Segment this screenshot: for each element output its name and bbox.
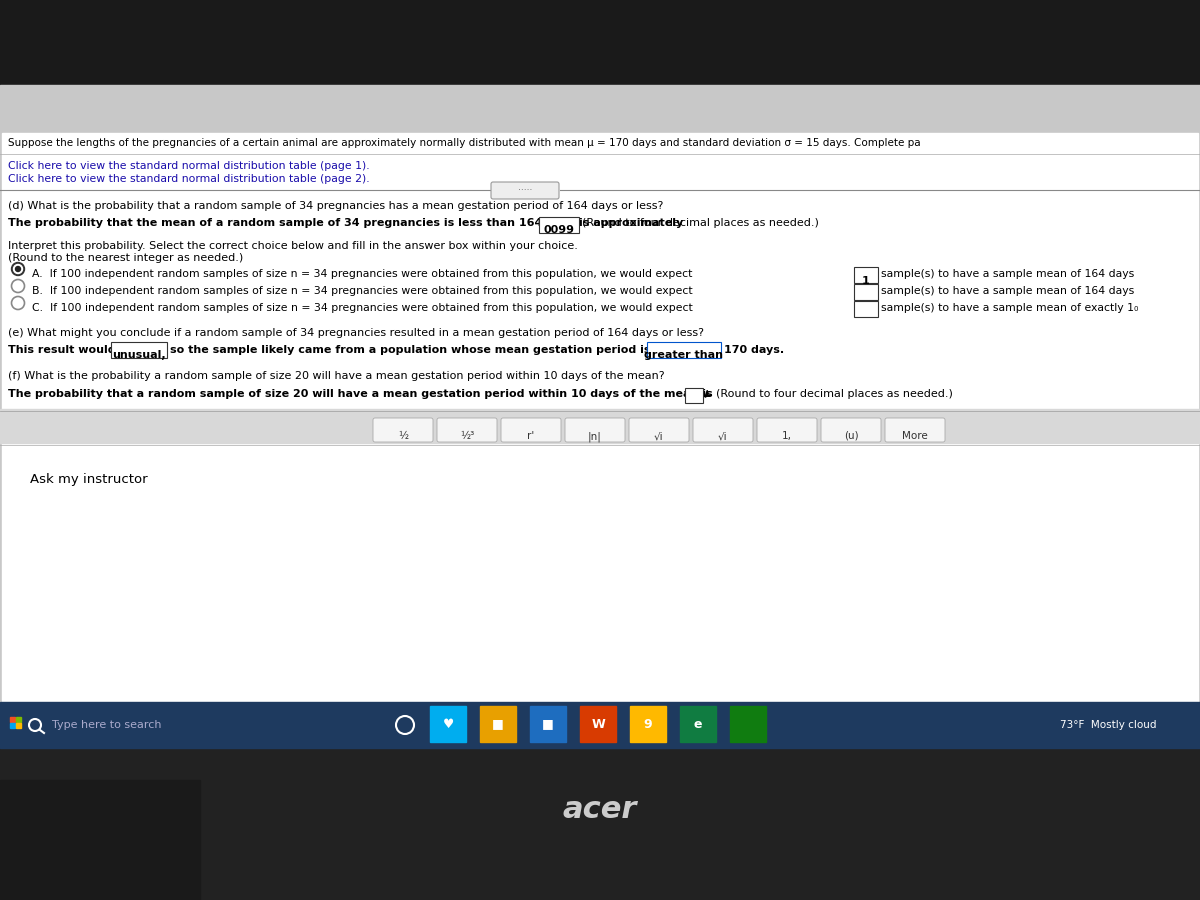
Bar: [0, 702, 1200, 748]
FancyBboxPatch shape: [112, 342, 167, 358]
Text: (u): (u): [844, 431, 858, 441]
FancyBboxPatch shape: [694, 418, 754, 442]
FancyBboxPatch shape: [539, 217, 580, 233]
Text: Click here to view the standard normal distribution table (page 1).: Click here to view the standard normal d…: [8, 161, 370, 171]
Text: √i: √i: [654, 431, 664, 441]
Circle shape: [13, 265, 23, 274]
Text: sample(s) to have a sample mean of 164 days: sample(s) to have a sample mean of 164 d…: [881, 269, 1134, 279]
Bar: [430, 706, 466, 742]
Text: 1: 1: [862, 276, 870, 286]
Bar: [0, 409, 1200, 443]
FancyBboxPatch shape: [647, 342, 721, 358]
Text: 1,: 1,: [782, 431, 792, 441]
FancyBboxPatch shape: [854, 301, 878, 317]
Text: The probability that the mean of a random sample of 34 pregnancies is less than : The probability that the mean of a rando…: [8, 218, 683, 228]
Text: (e) What might you conclude if a random sample of 34 pregnancies resulted in a m: (e) What might you conclude if a random …: [8, 328, 704, 338]
Text: (Round to four decimal places as needed.): (Round to four decimal places as needed.…: [716, 389, 953, 399]
FancyBboxPatch shape: [373, 418, 433, 442]
Text: The probability that a random sample of size 20 will have a mean gestation perio: The probability that a random sample of …: [8, 389, 713, 399]
FancyBboxPatch shape: [757, 418, 817, 442]
Text: √i: √i: [718, 431, 728, 441]
Text: greater than: greater than: [644, 350, 724, 360]
Bar: [0, 85, 1200, 705]
Bar: [580, 706, 616, 742]
Text: acer: acer: [563, 796, 637, 824]
FancyBboxPatch shape: [502, 418, 562, 442]
Bar: [530, 706, 566, 742]
Text: so the sample likely came from a population whose mean gestation period is: so the sample likely came from a populat…: [170, 345, 650, 355]
Text: 9: 9: [643, 717, 653, 731]
Text: Type here to search: Type here to search: [52, 720, 162, 730]
Bar: [680, 706, 716, 742]
FancyBboxPatch shape: [565, 418, 625, 442]
Bar: [10, 723, 14, 728]
Bar: [480, 706, 516, 742]
Text: Click here to view the standard normal distribution table (page 2).: Click here to view the standard normal d…: [8, 174, 370, 184]
Text: 0099: 0099: [544, 225, 575, 235]
Text: unusual,: unusual,: [112, 350, 166, 360]
Text: ■: ■: [492, 717, 504, 731]
Text: ½: ½: [398, 431, 408, 441]
Text: ■: ■: [542, 717, 554, 731]
Text: 73°F  Mostly cloud: 73°F Mostly cloud: [1060, 720, 1157, 730]
Text: ½³: ½³: [460, 431, 474, 441]
Text: (Round to four decimal places as needed.): (Round to four decimal places as needed.…: [582, 218, 818, 228]
Bar: [630, 706, 666, 742]
Text: sample(s) to have a sample mean of 164 days: sample(s) to have a sample mean of 164 d…: [881, 286, 1134, 296]
Bar: [10, 717, 14, 722]
Circle shape: [12, 263, 24, 275]
Text: ♥: ♥: [443, 717, 454, 731]
Text: This result would be: This result would be: [8, 345, 134, 355]
FancyBboxPatch shape: [821, 418, 881, 442]
Text: .....: .....: [518, 184, 532, 193]
Text: Suppose the lengths of the pregnancies of a certain animal are approximately nor: Suppose the lengths of the pregnancies o…: [8, 138, 920, 148]
Bar: [16, 723, 22, 728]
Text: Interpret this probability. Select the correct choice below and fill in the answ: Interpret this probability. Select the c…: [8, 241, 578, 251]
Bar: [0, 748, 1200, 900]
FancyBboxPatch shape: [491, 182, 559, 199]
FancyBboxPatch shape: [854, 267, 878, 283]
Text: C.  If 100 independent random samples of size n = 34 pregnancies were obtained f: C. If 100 independent random samples of …: [32, 303, 692, 313]
Text: (Round to the nearest integer as needed.): (Round to the nearest integer as needed.…: [8, 253, 244, 263]
Bar: [0, 780, 200, 900]
Text: B.  If 100 independent random samples of size n = 34 pregnancies were obtained f: B. If 100 independent random samples of …: [32, 286, 692, 296]
Bar: [730, 706, 766, 742]
Text: |n|: |n|: [588, 431, 602, 442]
FancyBboxPatch shape: [437, 418, 497, 442]
Text: More: More: [902, 431, 928, 441]
FancyBboxPatch shape: [854, 284, 878, 300]
FancyBboxPatch shape: [886, 418, 946, 442]
Text: (f) What is the probability a random sample of size 20 will have a mean gestatio: (f) What is the probability a random sam…: [8, 371, 665, 381]
Circle shape: [16, 266, 20, 272]
Text: 170 days.: 170 days.: [724, 345, 784, 355]
Text: r': r': [527, 431, 535, 441]
Bar: [16, 717, 22, 722]
Text: Ask my instructor: Ask my instructor: [30, 473, 148, 486]
Text: W: W: [592, 717, 605, 731]
Text: (d) What is the probability that a random sample of 34 pregnancies has a mean ge: (d) What is the probability that a rando…: [8, 201, 664, 211]
Text: sample(s) to have a sample mean of exactly 1₀: sample(s) to have a sample mean of exact…: [881, 303, 1139, 313]
FancyBboxPatch shape: [685, 388, 703, 403]
Text: e: e: [694, 717, 702, 731]
Text: A.  If 100 independent random samples of size n = 34 pregnancies were obtained f: A. If 100 independent random samples of …: [32, 269, 692, 279]
FancyBboxPatch shape: [629, 418, 689, 442]
Bar: [2, 133, 1198, 703]
